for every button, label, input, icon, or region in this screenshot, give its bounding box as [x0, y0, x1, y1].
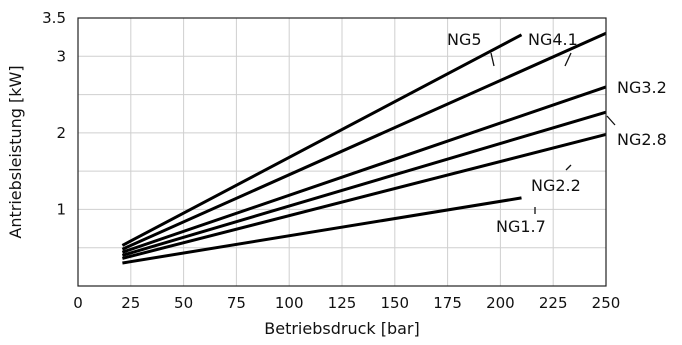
x-tick-label: 0 — [73, 294, 83, 312]
series-line-ng3-2 — [121, 85, 607, 254]
plot-frame — [77, 17, 607, 287]
series-layer — [121, 31, 607, 265]
y-tick-label: 3 — [56, 47, 66, 65]
series-line-ng2-2 — [122, 132, 607, 260]
series-label-ng2-8: NG2.8 — [617, 130, 667, 149]
x-axis-title: Betriebsdruck [bar] — [264, 319, 420, 338]
series-label-ng3-2: NG3.2 — [617, 78, 667, 97]
y-tick-label: 3.5 — [42, 9, 66, 27]
leader-layer — [490, 52, 616, 214]
x-tick-label: 75 — [227, 294, 246, 312]
series-label-ng5: NG5 — [447, 30, 482, 49]
x-tick-label: 100 — [275, 294, 304, 312]
y-axis-title: Antriebsleistung [kW] — [6, 65, 25, 238]
leader-line — [564, 52, 572, 67]
x-tick-label: 200 — [486, 294, 515, 312]
x-tick-label: 175 — [433, 294, 462, 312]
series-line-ng2-8 — [121, 110, 607, 257]
x-tick-label: 150 — [380, 294, 409, 312]
x-tick-label: 25 — [121, 294, 140, 312]
leader-line — [606, 115, 616, 126]
series-label-ng1-7: NG1.7 — [496, 217, 546, 236]
x-tick-label: 250 — [592, 294, 621, 312]
x-tick-label: 225 — [539, 294, 568, 312]
series-labels: NG5 NG4.1 NG3.2 NG2.8 NG2.2 NG1.7 — [447, 30, 667, 236]
y-tick-labels: 1 2 3 3.5 — [42, 9, 66, 218]
y-tick-label: 2 — [56, 124, 66, 142]
series-label-ng4-1: NG4.1 — [528, 30, 578, 49]
grid-layer — [78, 18, 606, 286]
y-tick-label: 1 — [56, 200, 66, 218]
x-tick-label: 125 — [328, 294, 357, 312]
x-tick-labels: 0 25 50 75 100 125 150 175 200 225 250 — [73, 294, 620, 312]
series-line-ng5 — [121, 33, 523, 247]
series-line-ng4-1 — [121, 31, 607, 251]
series-label-ng2-2: NG2.2 — [531, 176, 581, 195]
leader-line — [565, 164, 572, 171]
x-tick-label: 50 — [174, 294, 193, 312]
leader-line — [490, 52, 495, 67]
series-line-ng1-7 — [122, 196, 522, 265]
